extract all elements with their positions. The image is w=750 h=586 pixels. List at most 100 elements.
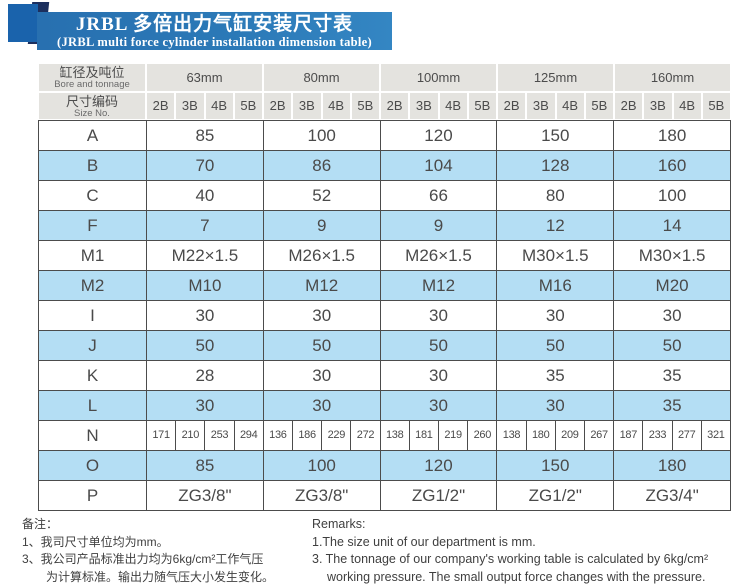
cell-K-80mm: 30 xyxy=(264,361,381,391)
cell-L-125mm: 30 xyxy=(497,391,614,421)
cell-J-160mm: 50 xyxy=(614,331,731,361)
cell-M1-100mm: M26×1.5 xyxy=(381,241,498,271)
cell-N-19: 321 xyxy=(702,421,731,451)
note-en-0: 1.The size unit of our department is mm. xyxy=(312,534,734,552)
notes-en-heading: Remarks: xyxy=(312,516,734,534)
header-subcol-160mm-3B: 3B xyxy=(643,92,672,120)
cell-K-160mm: 35 xyxy=(614,361,731,391)
cell-F-160mm: 14 xyxy=(614,211,731,241)
cell-L-160mm: 35 xyxy=(614,391,731,421)
cell-B-100mm: 104 xyxy=(381,151,498,181)
cell-L-63mm: 30 xyxy=(147,391,264,421)
cell-B-160mm: 160 xyxy=(614,151,731,181)
cell-N-1: 210 xyxy=(176,421,205,451)
cell-J-63mm: 50 xyxy=(147,331,264,361)
cell-C-63mm: 40 xyxy=(147,181,264,211)
row-label-J: J xyxy=(39,331,147,361)
header-subcol-160mm-4B: 4B xyxy=(673,92,702,120)
cell-I-125mm: 30 xyxy=(497,301,614,331)
cell-L-100mm: 30 xyxy=(381,391,498,421)
cell-M1-125mm: M30×1.5 xyxy=(497,241,614,271)
cell-N-0: 171 xyxy=(147,421,176,451)
cell-N-11: 260 xyxy=(468,421,497,451)
note-en-1: 3. The tonnage of our company's working … xyxy=(312,551,734,586)
cell-M2-160mm: M20 xyxy=(614,271,731,301)
notes-chinese: 备注： 1、我司尺寸单位均为mm。3、我公司产品标准出力均为6kg/cm²工作气… xyxy=(22,516,298,586)
cell-M1-160mm: M30×1.5 xyxy=(614,241,731,271)
cell-J-125mm: 50 xyxy=(497,331,614,361)
cell-B-125mm: 128 xyxy=(497,151,614,181)
page-title-en: (JRBL multi force cylinder installation … xyxy=(37,35,392,49)
cell-I-100mm: 30 xyxy=(381,301,498,331)
cell-J-80mm: 50 xyxy=(264,331,381,361)
row-label-K: K xyxy=(39,361,147,391)
header-subcol-80mm-2B: 2B xyxy=(263,92,292,120)
header-sizeno-en: Size No. xyxy=(39,109,145,119)
header-subcol-63mm-2B: 2B xyxy=(146,92,175,120)
row-label-F: F xyxy=(39,211,147,241)
header-subcol-125mm-5B: 5B xyxy=(585,92,614,120)
cell-F-100mm: 9 xyxy=(381,211,498,241)
cell-M2-63mm: M10 xyxy=(147,271,264,301)
header-subcol-80mm-5B: 5B xyxy=(351,92,380,120)
footnotes: 备注： 1、我司尺寸单位均为mm。3、我公司产品标准出力均为6kg/cm²工作气… xyxy=(22,516,734,586)
cell-I-160mm: 30 xyxy=(614,301,731,331)
header-subcol-63mm-3B: 3B xyxy=(175,92,204,120)
cell-A-63mm: 85 xyxy=(147,121,264,151)
header-subcol-100mm-3B: 3B xyxy=(409,92,438,120)
cell-F-63mm: 7 xyxy=(147,211,264,241)
header-bore-125mm: 125mm xyxy=(497,63,614,92)
cell-M2-100mm: M12 xyxy=(381,271,498,301)
row-label-O: O xyxy=(39,451,147,481)
cell-P-160mm: ZG3/4" xyxy=(614,481,731,511)
header-subcol-125mm-2B: 2B xyxy=(497,92,526,120)
cell-A-125mm: 150 xyxy=(497,121,614,151)
header-bore-160mm: 160mm xyxy=(614,63,731,92)
cell-O-160mm: 180 xyxy=(614,451,731,481)
header-subcol-160mm-2B: 2B xyxy=(614,92,643,120)
header-bore-80mm: 80mm xyxy=(263,63,380,92)
cell-K-125mm: 35 xyxy=(497,361,614,391)
cell-I-80mm: 30 xyxy=(264,301,381,331)
header-subcol-100mm-4B: 4B xyxy=(439,92,468,120)
cell-A-80mm: 100 xyxy=(264,121,381,151)
page-title-cn: JRBL 多倍出力气缸安装尺寸表 xyxy=(37,14,392,35)
header-subcol-125mm-4B: 4B xyxy=(556,92,585,120)
row-label-M2: M2 xyxy=(39,271,147,301)
header-sizeno-cn: 尺寸编码 xyxy=(39,93,145,109)
banner-accent-square xyxy=(8,4,38,42)
cell-I-63mm: 30 xyxy=(147,301,264,331)
cell-N-10: 219 xyxy=(439,421,468,451)
title-banner: JRBL 多倍出力气缸安装尺寸表 (JRBL multi force cylin… xyxy=(37,12,392,50)
cell-N-16: 187 xyxy=(614,421,643,451)
cell-C-125mm: 80 xyxy=(497,181,614,211)
cell-C-160mm: 100 xyxy=(614,181,731,211)
cell-A-160mm: 180 xyxy=(614,121,731,151)
cell-N-8: 138 xyxy=(381,421,410,451)
header-corner-cn: 缸径及吨位 xyxy=(39,64,145,80)
header-subcol-100mm-2B: 2B xyxy=(380,92,409,120)
note-cn-0: 1、我司尺寸单位均为mm。 xyxy=(22,534,298,552)
note-cn-1: 3、我公司产品标准出力均为6kg/cm²工作气压 为计算标准。输出力随气压大小发… xyxy=(22,551,298,586)
row-label-M1: M1 xyxy=(39,241,147,271)
cell-M2-125mm: M16 xyxy=(497,271,614,301)
cell-M1-63mm: M22×1.5 xyxy=(147,241,264,271)
notes-cn-list: 1、我司尺寸单位均为mm。3、我公司产品标准出力均为6kg/cm²工作气压 为计… xyxy=(22,534,298,586)
header-subcol-125mm-3B: 3B xyxy=(526,92,555,120)
notes-english: Remarks: 1.The size unit of our departme… xyxy=(312,516,734,586)
cell-B-63mm: 70 xyxy=(147,151,264,181)
